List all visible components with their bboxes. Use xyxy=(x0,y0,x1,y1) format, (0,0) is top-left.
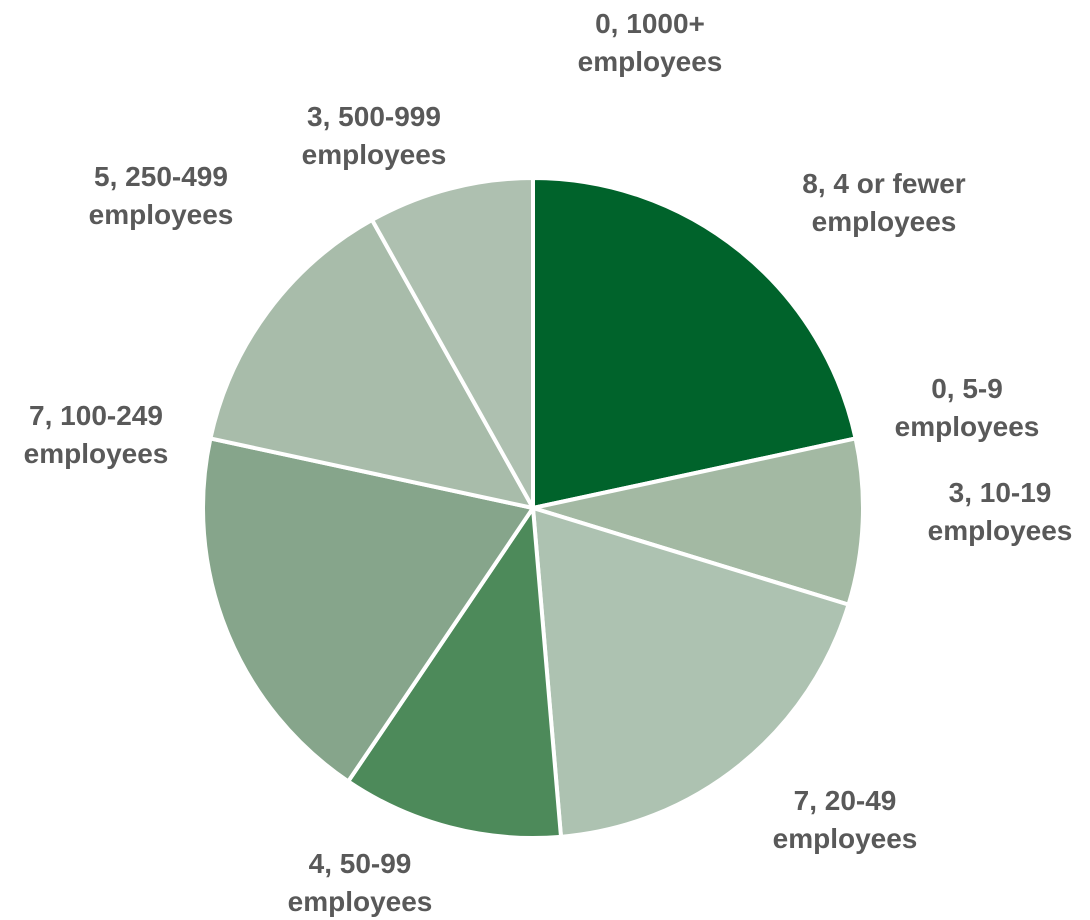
data-label-line: 0, 5-9 xyxy=(931,373,1003,404)
data-label-250-499: 5, 250-499 employees xyxy=(89,161,234,230)
data-label-4: 8, 4 or fewer employees xyxy=(802,168,966,237)
data-label-line: 7, 100-249 xyxy=(29,400,163,431)
pie-slices xyxy=(201,176,865,840)
data-label-line: employees xyxy=(24,438,169,469)
pie-slice-4 xyxy=(531,176,858,510)
data-label-line: 3, 10-19 xyxy=(949,477,1052,508)
data-label-line: 4, 50-99 xyxy=(309,848,412,879)
data-label-line: 7, 20-49 xyxy=(794,785,897,816)
pie-slice-500-999 xyxy=(370,176,535,510)
pie-slice-20-49 xyxy=(531,506,851,839)
data-label-line: employees xyxy=(288,886,433,917)
data-label-1000: 0, 1000+ employees xyxy=(578,8,723,77)
pie-slice-10-19 xyxy=(531,436,865,607)
data-label-line: 3, 500-999 xyxy=(307,101,441,132)
data-label-line: employees xyxy=(928,515,1073,546)
data-label-100-249: 7, 100-249 employees xyxy=(24,400,169,469)
data-label-50-99: 4, 50-99 employees xyxy=(288,848,433,917)
data-label-10-19: 3, 10-19 employees xyxy=(928,477,1073,546)
data-label-line: employees xyxy=(89,199,234,230)
data-label-line: 8, 4 or fewer xyxy=(802,168,966,199)
data-label-5-9: 0, 5-9 employees xyxy=(895,373,1040,442)
data-label-line: employees xyxy=(773,823,918,854)
pie-slice-100-249 xyxy=(201,436,535,784)
data-label-500-999: 3, 500-999 employees xyxy=(302,101,447,170)
data-label-line: employees xyxy=(812,206,957,237)
pie-slice-50-99 xyxy=(346,506,563,840)
data-label-20-49: 7, 20-49 employees xyxy=(773,785,918,854)
data-label-line: 0, 1000+ xyxy=(595,8,705,39)
data-label-line: employees xyxy=(578,46,723,77)
data-label-line: 5, 250-499 xyxy=(94,161,228,192)
pie-slice-250-499 xyxy=(208,217,535,510)
data-label-line: employees xyxy=(302,139,447,170)
data-label-line: employees xyxy=(895,411,1040,442)
